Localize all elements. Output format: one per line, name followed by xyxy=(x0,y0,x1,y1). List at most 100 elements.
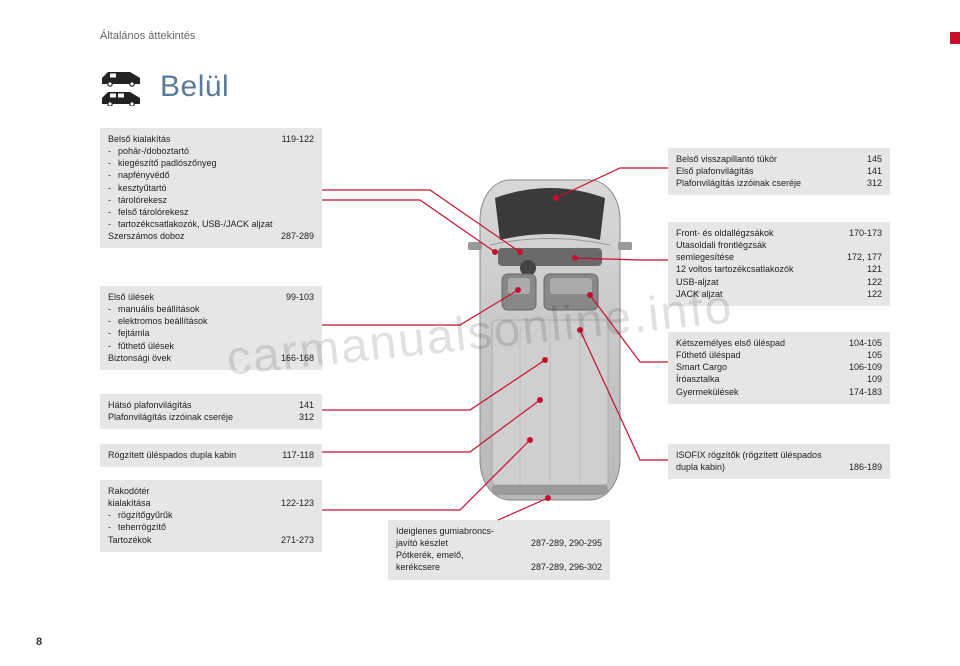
box-row-pages: 312 xyxy=(857,177,882,189)
box-row: javító készlet287-289, 290-295 xyxy=(396,537,602,549)
box-row-pages: 121 xyxy=(857,263,882,275)
box-row-pages: 99-103 xyxy=(276,291,314,303)
box-row: dupla kabin)186-189 xyxy=(676,461,882,473)
box-subitem: napfényvédő xyxy=(108,169,314,181)
box-row-pages: 122 xyxy=(857,276,882,288)
box-row-label: Első ülések xyxy=(108,291,276,303)
box-row: Első ülések99-103 xyxy=(108,291,314,303)
box-row-label: Gyermekülések xyxy=(676,386,839,398)
box-subitem: teherrögzítő xyxy=(108,521,314,533)
box-row-pages: 122 xyxy=(857,288,882,300)
box-row-label: semlegesítése xyxy=(676,251,837,263)
box-row: Smart Cargo106-109 xyxy=(676,361,882,373)
box-row-label: 12 voltos tartozékcsatlakozók xyxy=(676,263,857,275)
section-header: Általános áttekintés xyxy=(100,30,195,42)
box-row-pages: 287-289, 296-302 xyxy=(521,561,602,573)
box-bench: Kétszemélyes első üléspad104-105Fűthető … xyxy=(668,332,890,404)
page-number: 8 xyxy=(36,636,42,648)
box-subitem: rögzítőgyűrűk xyxy=(108,509,314,521)
box-row: Belső kialakítás119-122 xyxy=(108,133,314,145)
box-row-label: Front- és oldallégzsákok xyxy=(676,227,839,239)
box-row-label: kialakítása xyxy=(108,497,271,509)
box-row-label: Szerszámos doboz xyxy=(108,230,271,242)
box-row: Front- és oldallégzsákok170-173 xyxy=(676,227,882,239)
box-row-label: dupla kabin) xyxy=(676,461,839,473)
box-subitem: kesztyűtartó xyxy=(108,182,314,194)
box-row-label: ISOFIX rögzítők (rögzített üléspados xyxy=(676,449,882,461)
box-tyre-kit: Ideiglenes gumiabroncs- javító készlet28… xyxy=(388,520,610,580)
box-row: kerékcsere287-289, 296-302 xyxy=(396,561,602,573)
box-row-pages: 174-183 xyxy=(839,386,882,398)
box-row-label: Tartozékok xyxy=(108,534,271,546)
box-row-label: Íróasztalka xyxy=(676,373,857,385)
accent-bar xyxy=(950,32,960,44)
box-interior-layout: Belső kialakítás119-122pohár-/doboztartó… xyxy=(100,128,322,248)
box-front-seats: Első ülések99-103manuális beállításokele… xyxy=(100,286,322,370)
box-row-label: Kétszemélyes első üléspad xyxy=(676,337,839,349)
box-subitem: pohár-/doboztartó xyxy=(108,145,314,157)
box-row: Szerszámos doboz287-289 xyxy=(108,230,314,242)
box-subitem: elektromos beállítások xyxy=(108,315,314,327)
box-row: Utasoldali frontlégzsák xyxy=(676,239,882,251)
box-row-pages: 109 xyxy=(857,373,882,385)
box-isofix: ISOFIX rögzítők (rögzített üléspados dup… xyxy=(668,444,890,479)
box-subitem: tartozékcsatlakozók, USB-/JACK aljzat xyxy=(108,218,314,230)
box-row-pages: 271-273 xyxy=(271,534,314,546)
box-row-pages: 122-123 xyxy=(271,497,314,509)
box-row: 12 voltos tartozékcsatlakozók121 xyxy=(676,263,882,275)
box-fixed-cabin: Rögzített üléspados dupla kabin117-118 xyxy=(100,444,322,467)
box-row-pages: 312 xyxy=(289,411,314,423)
box-row-pages: 106-109 xyxy=(839,361,882,373)
box-row: Belső visszapillantó tükör145 xyxy=(676,153,882,165)
box-row-label: Fűthető üléspad xyxy=(676,349,857,361)
title-row: Belül xyxy=(100,68,229,106)
box-row-label: javító készlet xyxy=(396,537,521,549)
box-row: Rakodótér xyxy=(108,485,314,497)
box-row-label: Biztonsági övek xyxy=(108,352,271,364)
box-row: Rögzített üléspados dupla kabin117-118 xyxy=(108,449,314,461)
box-row-pages: 105 xyxy=(857,349,882,361)
box-row-label: Rögzített üléspados dupla kabin xyxy=(108,449,272,461)
box-row: Hátsó plafonvilágítás141 xyxy=(108,399,314,411)
box-subitem: tárolórekesz xyxy=(108,194,314,206)
box-row-label: JACK aljzat xyxy=(676,288,857,300)
box-row-label: Pótkerék, emelő, xyxy=(396,549,602,561)
box-row-label: Ideiglenes gumiabroncs- xyxy=(396,525,602,537)
box-subitem: felső tárolórekesz xyxy=(108,206,314,218)
van-icon xyxy=(100,68,148,106)
box-row: Pótkerék, emelő, xyxy=(396,549,602,561)
box-row-label: Smart Cargo xyxy=(676,361,839,373)
box-row: Tartozékok271-273 xyxy=(108,534,314,546)
box-row-pages: 186-189 xyxy=(839,461,882,473)
page-title: Belül xyxy=(160,70,229,104)
box-row-label: Utasoldali frontlégzsák xyxy=(676,239,882,251)
box-row-pages: 141 xyxy=(857,165,882,177)
box-row-pages: 145 xyxy=(857,153,882,165)
box-subitem: manuális beállítások xyxy=(108,303,314,315)
box-row-pages: 172, 177 xyxy=(837,251,882,263)
box-row-label: Plafonvilágítás izzóinak cseréje xyxy=(108,411,289,423)
box-row-label: Plafonvilágítás izzóinak cseréje xyxy=(676,177,857,189)
box-row-label: kerékcsere xyxy=(396,561,521,573)
box-row-pages: 141 xyxy=(289,399,314,411)
box-row: semlegesítése172, 177 xyxy=(676,251,882,263)
box-row: USB-aljzat122 xyxy=(676,276,882,288)
box-row: Ideiglenes gumiabroncs- xyxy=(396,525,602,537)
box-row: JACK aljzat122 xyxy=(676,288,882,300)
box-row-pages: 166-168 xyxy=(271,352,314,364)
box-mirror: Belső visszapillantó tükör145Első plafon… xyxy=(668,148,890,195)
box-row: ISOFIX rögzítők (rögzített üléspados xyxy=(676,449,882,461)
box-row: Gyermekülések174-183 xyxy=(676,386,882,398)
box-row: Plafonvilágítás izzóinak cseréje312 xyxy=(108,411,314,423)
vehicle-diagram xyxy=(460,170,640,510)
box-row: kialakítása122-123 xyxy=(108,497,314,509)
box-row-pages: 287-289, 290-295 xyxy=(521,537,602,549)
box-row-pages: 117-118 xyxy=(272,449,314,461)
box-row-pages: 104-105 xyxy=(839,337,882,349)
box-row-pages: 119-122 xyxy=(272,133,314,145)
box-row-label: Belső kialakítás xyxy=(108,133,272,145)
box-row: Íróasztalka109 xyxy=(676,373,882,385)
box-row: Fűthető üléspad105 xyxy=(676,349,882,361)
box-row-label: Hátsó plafonvilágítás xyxy=(108,399,289,411)
box-row-label: USB-aljzat xyxy=(676,276,857,288)
